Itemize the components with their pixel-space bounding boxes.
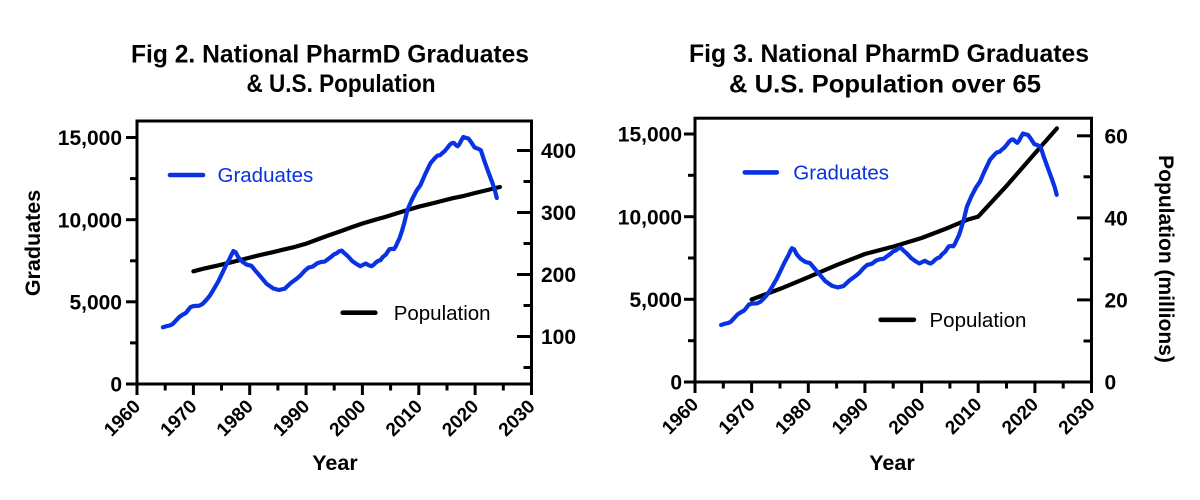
svg-text:0: 0 (670, 372, 682, 395)
svg-text:Population: Population (394, 302, 491, 325)
svg-text:Fig 3. National PharmD Graduat: Fig 3. National PharmD Graduates (689, 40, 1089, 68)
svg-text:Population: Population (930, 309, 1027, 332)
svg-text:Fig 2. National PharmD Graduat: Fig 2. National PharmD Graduates (131, 41, 529, 69)
svg-text:300: 300 (541, 202, 576, 225)
svg-text:& U.S. Population: & U.S. Population (247, 70, 436, 98)
svg-text:10,000: 10,000 (618, 206, 682, 229)
svg-text:15,000: 15,000 (58, 127, 122, 150)
svg-text:100: 100 (541, 326, 576, 349)
svg-text:Graduates: Graduates (793, 162, 889, 185)
svg-text:Graduates: Graduates (21, 190, 45, 296)
svg-text:0: 0 (1105, 372, 1117, 395)
svg-text:15,000: 15,000 (618, 124, 682, 147)
svg-text:10,000: 10,000 (58, 209, 122, 232)
svg-text:400: 400 (541, 140, 576, 163)
svg-text:200: 200 (541, 264, 576, 287)
svg-text:Year: Year (869, 451, 915, 475)
svg-text:60: 60 (1105, 125, 1128, 148)
svg-text:40: 40 (1105, 208, 1128, 231)
svg-text:& U.S. Population over 65: & U.S. Population over 65 (729, 71, 1041, 99)
svg-text:5,000: 5,000 (69, 291, 122, 314)
svg-text:5,000: 5,000 (629, 289, 682, 312)
svg-text:0: 0 (110, 374, 122, 397)
svg-text:Year: Year (312, 451, 358, 475)
svg-text:Population (millions): Population (millions) (1154, 155, 1177, 363)
svg-text:20: 20 (1105, 290, 1128, 313)
svg-text:Graduates: Graduates (218, 164, 314, 187)
